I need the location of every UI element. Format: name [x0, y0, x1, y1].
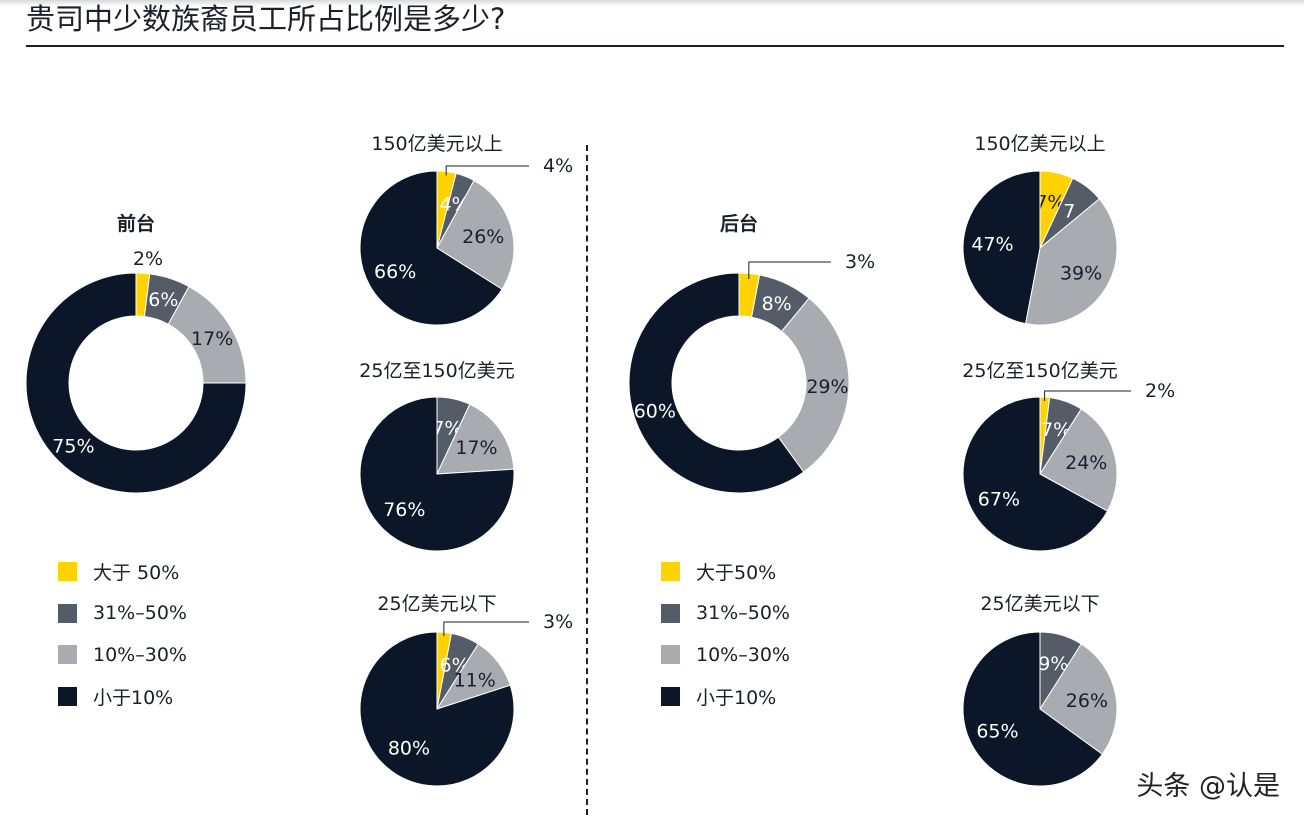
legend-swatch — [58, 645, 77, 665]
section-divider — [586, 145, 588, 815]
legend-item: 小于10% — [58, 676, 187, 718]
pie-slice — [1039, 408, 1118, 512]
data-label: 11% — [454, 670, 496, 692]
legend-left: 大于 50% 31%–50% 10%–30% 小于10% — [58, 551, 187, 717]
pie-slice — [25, 272, 247, 494]
legend-label: 10%–30% — [696, 643, 790, 666]
data-label: 9% — [1038, 653, 1068, 675]
legend-label: 小于10% — [696, 686, 777, 709]
chart-title: 150亿美元以上 — [371, 133, 502, 155]
data-label: 26% — [1066, 690, 1108, 712]
callout-line — [1044, 390, 1131, 401]
legend-label: 大于50% — [696, 562, 777, 585]
legend-right: 大于50% 31%–50% 10%–30% 小于10% — [661, 551, 790, 717]
pie-slice — [962, 170, 1041, 325]
pie-slice — [628, 272, 805, 494]
legend-swatch — [58, 686, 77, 706]
chart-title: 后台 — [720, 212, 758, 235]
legend-item: 10%–30% — [661, 634, 790, 676]
legend-swatch — [661, 603, 680, 623]
pie-slice — [962, 396, 1109, 552]
data-label: 26% — [462, 226, 504, 248]
chart-title: 25亿美元以下 — [980, 593, 1099, 615]
pie-slice — [436, 179, 515, 290]
data-label: 65% — [976, 721, 1018, 743]
data-label: 3% — [543, 611, 573, 633]
data-label: 4% — [543, 155, 573, 177]
data-label: 6% — [148, 289, 178, 311]
data-label: 24% — [1065, 452, 1107, 474]
legend-swatch — [58, 562, 77, 582]
legend-swatch — [661, 645, 680, 665]
legend-label: 31%–50% — [696, 602, 790, 625]
callout-line — [748, 261, 831, 279]
pie-slice — [436, 403, 515, 475]
data-label: 29% — [806, 376, 848, 398]
chart-title: 25亿至150亿美元 — [359, 360, 514, 382]
legend-item: 大于50% — [661, 551, 790, 593]
legend-label: 大于 50% — [93, 562, 180, 585]
data-label: 39% — [1060, 262, 1102, 284]
data-label: 67% — [978, 488, 1020, 510]
data-label: 7% — [1041, 419, 1071, 441]
data-label: 8% — [762, 293, 792, 315]
data-label: 7% — [432, 417, 462, 439]
legend-swatch — [661, 562, 680, 582]
chart-title: 前台 — [117, 212, 155, 235]
legend-label: 31%–50% — [93, 602, 187, 625]
legend-item: 31%–50% — [58, 593, 187, 635]
page-title: 贵司中少数族裔员工所占比例是多少? — [26, 2, 506, 36]
data-label: 75% — [52, 436, 94, 458]
pie-slice — [359, 396, 515, 552]
callout-line — [445, 165, 529, 176]
data-label: 3% — [845, 251, 875, 273]
watermark: 头条 @认是 — [1136, 771, 1280, 802]
pie-slice — [1024, 198, 1118, 326]
legend-item: 10%–30% — [58, 634, 187, 676]
pie-slice — [777, 297, 850, 473]
data-label: 7% — [1035, 191, 1065, 213]
data-label: 7 — [1063, 200, 1075, 222]
chart-title: 150亿美元以上 — [974, 133, 1105, 155]
data-label: 60% — [634, 400, 676, 422]
chart-title: 25亿至150亿美元 — [962, 360, 1117, 382]
title-rule — [26, 45, 1284, 47]
data-label: 2% — [133, 248, 163, 270]
data-label: 17% — [455, 437, 497, 459]
pie-slice — [359, 631, 515, 787]
top-shade — [0, 0, 1304, 6]
data-label: 76% — [383, 499, 425, 521]
callout-line — [443, 621, 529, 637]
legend-swatch — [661, 686, 680, 706]
legend-item: 小于10% — [661, 676, 790, 718]
pie-slice — [962, 631, 1103, 787]
data-label: 80% — [388, 738, 430, 760]
legend-label: 小于10% — [93, 686, 174, 709]
data-label: 2% — [1145, 380, 1175, 402]
data-label: 17% — [191, 328, 233, 350]
legend-label: 10%–30% — [93, 643, 187, 666]
chart-title: 25亿美元以下 — [377, 593, 496, 615]
legend-item: 31%–50% — [661, 593, 790, 635]
pie-slice — [359, 170, 503, 326]
data-label: 47% — [971, 234, 1013, 256]
legend-swatch — [58, 603, 77, 623]
legend-item: 大于 50% — [58, 551, 187, 593]
data-label: 66% — [374, 261, 416, 283]
pie-slice — [1039, 643, 1118, 755]
